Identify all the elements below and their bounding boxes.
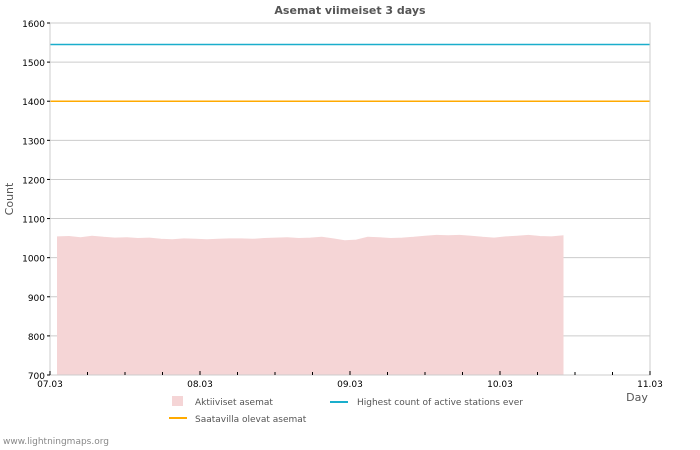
y-tick-label: 1600 — [22, 20, 45, 30]
y-tick-label: 1300 — [22, 137, 45, 147]
x-axis-label: Day — [626, 391, 648, 404]
y-tick-label: 700 — [28, 372, 45, 382]
x-tick-label: 10.03 — [487, 380, 513, 390]
active-stations-area — [57, 234, 564, 376]
legend-label-available: Saatavilla olevat asemat — [195, 415, 307, 425]
legend: Aktiiviset asemat Highest count of activ… — [169, 396, 523, 425]
legend-swatch-active — [172, 396, 183, 406]
y-tick-label: 800 — [28, 333, 45, 343]
x-tick-label: 11.03 — [637, 380, 663, 390]
y-tick-label: 1500 — [22, 59, 45, 69]
y-tick-label: 1200 — [22, 176, 45, 186]
y-tick-label: 1400 — [22, 98, 45, 108]
footer-credit: www.lightningmaps.org — [3, 437, 109, 447]
legend-label-highest: Highest count of active stations ever — [357, 398, 523, 408]
y-tick-label: 1000 — [22, 255, 45, 265]
y-axis-label: Count — [3, 182, 16, 215]
x-tick-label: 07.03 — [37, 380, 63, 390]
legend-label-active: Aktiiviset asemat — [195, 398, 273, 408]
x-tick-label: 09.03 — [337, 380, 363, 390]
x-tick-label: 08.03 — [187, 380, 213, 390]
chart-title: Asemat viimeiset 3 days — [274, 4, 426, 17]
y-tick-label: 1100 — [22, 216, 45, 226]
y-tick-label: 900 — [28, 294, 45, 304]
